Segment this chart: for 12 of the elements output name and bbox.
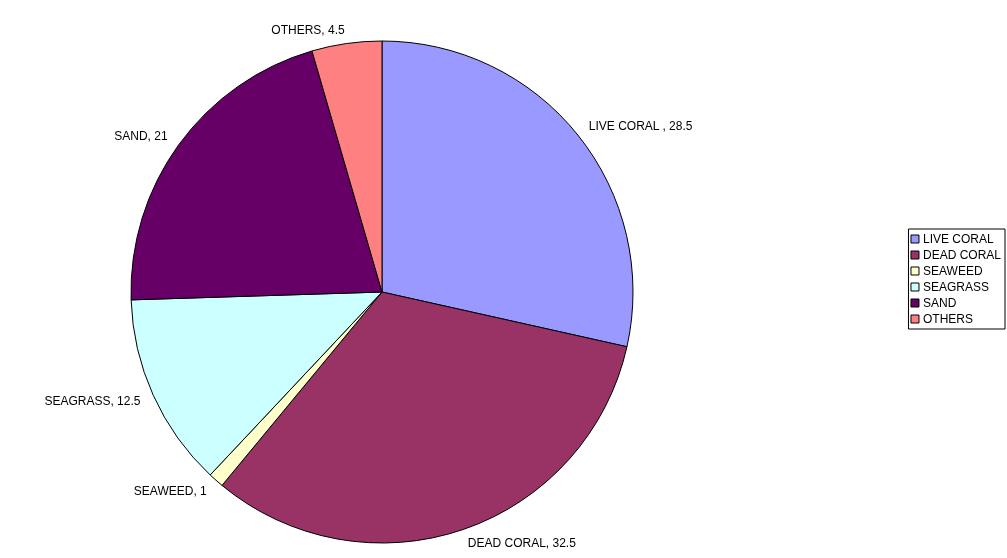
legend-label: SEAGRASS [922,280,990,294]
data-label: SAND, 21 [114,129,168,144]
data-label: SEAGRASS, 12.5 [44,394,141,409]
data-label: OTHERS, 4.5 [271,22,345,37]
data-label: SEAWEED, 1 [133,483,208,498]
legend-label: DEAD CORAL [922,248,1002,262]
legend-label: OTHERS [922,312,973,326]
legend-label: SEAWEED [922,264,983,278]
legend-label: SAND [922,296,957,310]
data-label: DEAD CORAL, 32.5 [467,535,577,550]
legend-label: LIVE CORAL [922,232,994,246]
data-label: LIVE CORAL , 28.5 [588,119,693,134]
